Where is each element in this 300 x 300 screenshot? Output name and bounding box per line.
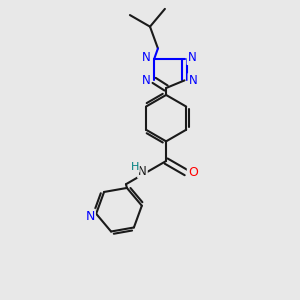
Text: N: N bbox=[188, 51, 196, 64]
Text: N: N bbox=[188, 74, 197, 87]
Text: N: N bbox=[85, 210, 95, 223]
Text: N: N bbox=[141, 74, 150, 87]
Text: H: H bbox=[130, 162, 139, 172]
Text: N: N bbox=[138, 165, 147, 178]
Text: O: O bbox=[188, 166, 198, 179]
Text: N: N bbox=[142, 51, 151, 64]
